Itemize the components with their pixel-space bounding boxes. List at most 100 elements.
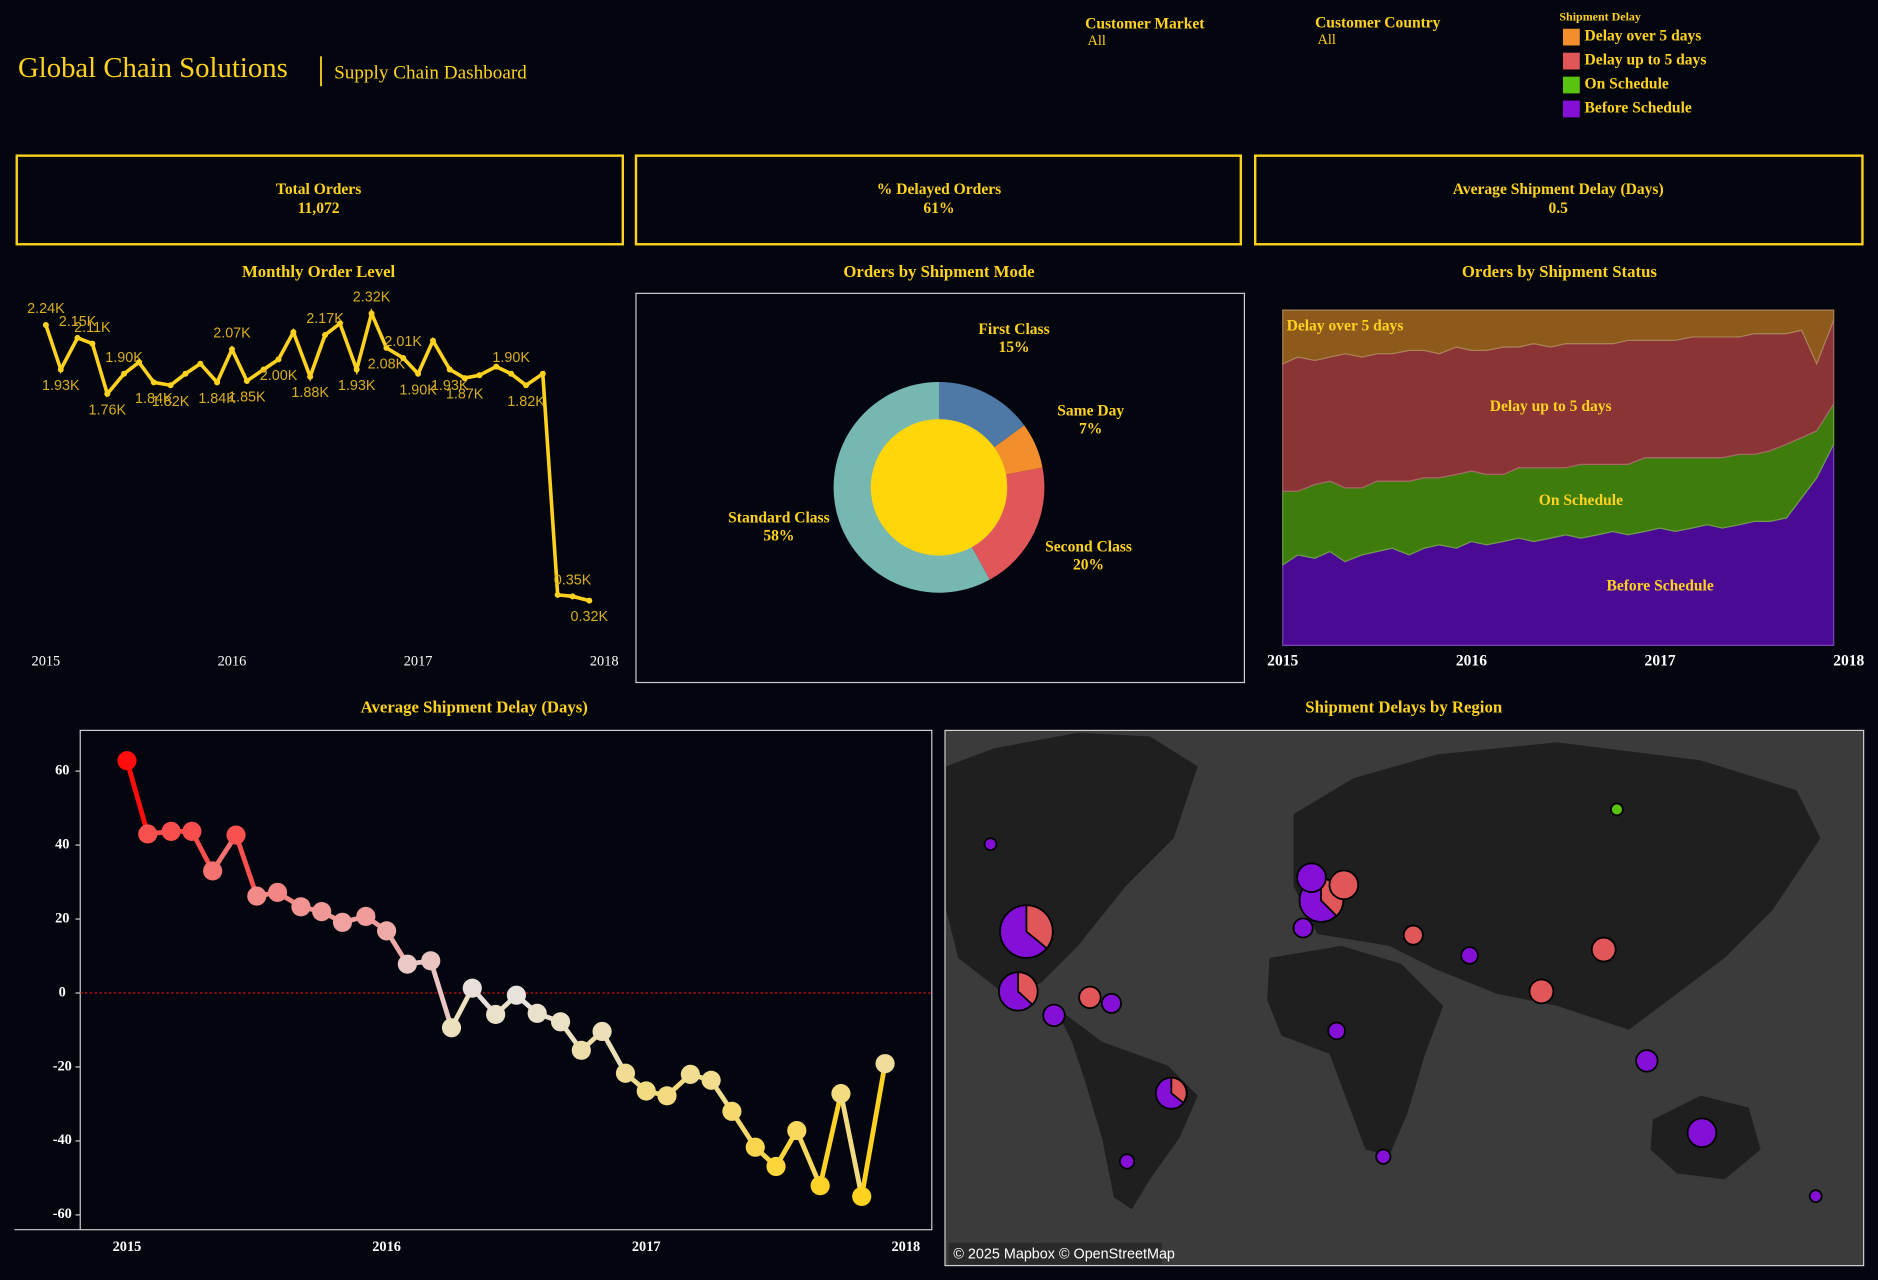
line-segment (817, 1093, 844, 1187)
kpi-cards: Total Orders 11,072 % Delayed Orders 61%… (15, 154, 1864, 246)
point (831, 1084, 851, 1104)
point (636, 1081, 656, 1101)
map-marker (1808, 1189, 1823, 1204)
line-segment (794, 1129, 823, 1187)
legend-label[interactable]: Delay up to 5 days (1585, 52, 1707, 69)
legend-title: Shipment Delay (1559, 10, 1640, 24)
filter-label[interactable]: Customer Market (1085, 16, 1205, 33)
chart-title: Orders by Shipment Status (1462, 262, 1657, 281)
x-tick-label: 2017 (404, 653, 433, 669)
data-label: 1.93K (338, 378, 376, 394)
point (377, 921, 397, 941)
map-marker (1528, 978, 1555, 1005)
filter-value[interactable]: All (1088, 33, 1106, 49)
map-marker-wedge (1170, 1076, 1188, 1105)
data-label: 2.32K (353, 290, 391, 306)
point (429, 337, 436, 344)
kpi-label: Average Shipment Delay (Days) (1453, 181, 1664, 198)
map-marker (1100, 992, 1122, 1014)
point (182, 370, 189, 377)
map[interactable] (944, 729, 1865, 1267)
point (260, 366, 267, 373)
point (291, 897, 311, 917)
point (506, 985, 526, 1005)
point (400, 354, 407, 361)
slice-value: 7% (1079, 421, 1102, 438)
area-label: Delay over 5 days (1287, 317, 1404, 334)
map-marker (1375, 1148, 1392, 1165)
data-label: 1.88K (291, 385, 329, 401)
point (368, 310, 375, 317)
map-marker (1296, 862, 1327, 893)
y-tick-label: 60 (55, 762, 69, 778)
land (1267, 945, 1444, 1156)
point (89, 340, 96, 347)
kpi-card (1253, 154, 1864, 246)
point (332, 912, 353, 932)
point (461, 375, 468, 382)
dashboard-title: Global Chain Solutions (18, 52, 288, 84)
point (787, 1121, 807, 1141)
point (117, 751, 137, 771)
map-marker (1635, 1049, 1659, 1073)
point (586, 597, 593, 604)
land (1293, 742, 1821, 1030)
y-tick-label: 20 (55, 910, 69, 926)
point (167, 382, 174, 389)
point (852, 1186, 872, 1207)
map-marker-wedge (1017, 971, 1039, 1006)
data-label: 2.01K (384, 334, 422, 350)
dashboard-subtitle: Supply Chain Dashboard (334, 63, 527, 84)
point (307, 373, 314, 380)
y-tick-label: 0 (59, 984, 66, 1000)
point (508, 370, 515, 377)
map-marker (983, 837, 998, 852)
point (493, 363, 500, 370)
x-tick-label: 2016 (1456, 653, 1487, 670)
map-marker (1078, 985, 1102, 1010)
slice-label: Second Class (1045, 539, 1132, 556)
legend-swatch[interactable] (1563, 28, 1580, 46)
x-tick-label: 2015 (1267, 653, 1298, 670)
filter-value[interactable]: All (1317, 32, 1335, 48)
point (243, 377, 250, 384)
point (228, 346, 235, 353)
area (1282, 309, 1835, 366)
point (312, 902, 332, 922)
slice-value: 15% (998, 339, 1029, 356)
point (322, 332, 329, 338)
data-label: 2.15K (59, 314, 97, 330)
chart-title: Average Shipment Delay (Days) (361, 698, 588, 717)
attribution-box (948, 1242, 1162, 1265)
legend-swatch[interactable] (1563, 76, 1580, 94)
area-label: Before Schedule (1606, 577, 1713, 594)
plot-frame (79, 729, 933, 1231)
legend-swatch[interactable] (1563, 52, 1580, 70)
legend-label[interactable]: Delay over 5 days (1585, 28, 1702, 45)
data-label: 1.76K (89, 402, 127, 418)
map-attribution[interactable]: © 2025 Mapbox © OpenStreetMap (953, 1247, 1175, 1263)
y-tick-label: -60 (53, 1206, 72, 1222)
point (275, 356, 282, 363)
x-tick-label: 2018 (891, 1239, 920, 1255)
point (353, 366, 360, 373)
point (104, 390, 111, 397)
map-marker (1590, 936, 1617, 963)
legend-swatch[interactable] (1563, 100, 1580, 118)
kpi-value: 0.5 (1548, 200, 1568, 217)
legend-label[interactable]: On Schedule (1585, 76, 1669, 93)
map-marker (1460, 946, 1479, 965)
point (197, 360, 204, 367)
map-marker (1118, 1153, 1136, 1170)
kpi-label: % Delayed Orders (877, 181, 1001, 198)
point (336, 320, 343, 327)
map-marker (1328, 869, 1360, 901)
data-label: 2.08K (368, 356, 406, 372)
filter-label[interactable]: Customer Country (1315, 15, 1441, 32)
y-tick-label: -20 (53, 1058, 72, 1074)
data-label: 1.93K (431, 378, 469, 394)
chart-title: Monthly Order Level (242, 262, 396, 281)
point (214, 379, 221, 386)
area-label: Delay up to 5 days (1490, 398, 1612, 415)
legend-label[interactable]: Before Schedule (1585, 100, 1692, 117)
